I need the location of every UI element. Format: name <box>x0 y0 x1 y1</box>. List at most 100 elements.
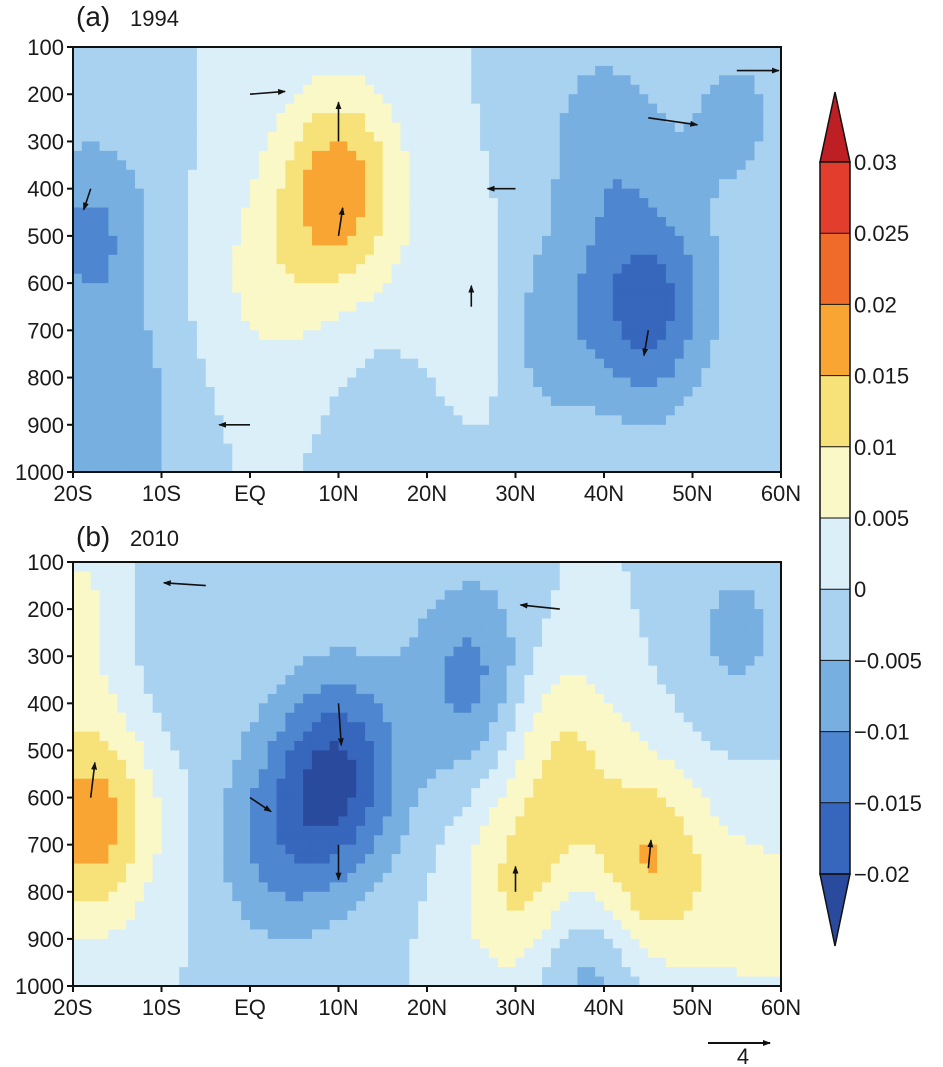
field-cell <box>754 349 764 360</box>
field-cell <box>161 349 171 360</box>
field-cell <box>727 562 738 573</box>
field-cell <box>373 217 384 228</box>
field-cell <box>373 339 384 350</box>
field-cell <box>480 226 490 237</box>
field-cell <box>188 226 198 237</box>
field-cell <box>99 562 109 573</box>
field-cell <box>232 292 242 303</box>
field-cell <box>90 160 101 171</box>
field-cell <box>657 207 667 218</box>
field-cell <box>497 264 508 275</box>
field-cell <box>418 665 428 676</box>
field-cell <box>515 462 525 472</box>
field-cell <box>418 94 428 105</box>
field-cell <box>568 590 579 601</box>
field-cell <box>303 235 313 246</box>
field-cell <box>134 387 145 398</box>
field-cell <box>347 637 357 648</box>
field-cell <box>488 188 499 199</box>
field-cell <box>471 198 481 209</box>
field-cell <box>338 179 348 190</box>
field-cell <box>152 415 163 426</box>
field-cell <box>329 217 340 228</box>
field-cell <box>347 47 357 58</box>
field-cell <box>497 84 508 95</box>
field-cell <box>657 179 667 190</box>
field-cell <box>506 198 517 209</box>
field-cell <box>701 198 711 209</box>
field-cell <box>648 84 658 95</box>
field-cell <box>550 443 561 454</box>
field-cell <box>559 656 570 667</box>
field-cell <box>365 122 375 133</box>
field-cell <box>727 47 738 58</box>
field-cell <box>320 453 331 464</box>
field-cell <box>745 235 756 246</box>
field-cell <box>276 693 286 704</box>
field-cell <box>586 94 596 105</box>
field-cell <box>73 103 83 114</box>
field-cell <box>577 198 587 209</box>
field-cell <box>435 415 446 426</box>
field-cell <box>692 703 702 714</box>
field-cell <box>550 665 561 676</box>
field-cell <box>400 122 410 133</box>
field-cell <box>232 693 242 704</box>
field-cell <box>196 245 207 256</box>
field-cell <box>188 330 198 341</box>
field-cell <box>143 311 154 322</box>
field-cell <box>480 443 490 454</box>
field-cell <box>621 453 632 464</box>
field-cell <box>241 703 251 714</box>
field-cell <box>347 273 357 284</box>
field-cell <box>692 599 702 610</box>
field-cell <box>303 453 313 464</box>
field-cell <box>657 160 667 171</box>
field-cell <box>745 580 756 591</box>
field-cell <box>179 562 189 573</box>
field-cell <box>338 349 348 360</box>
field-cell <box>568 188 579 199</box>
field-cell <box>205 693 216 704</box>
field-cell <box>400 302 410 313</box>
field-cell <box>391 693 402 704</box>
field-cell <box>462 712 472 723</box>
field-cell <box>586 132 596 143</box>
field-cell <box>772 693 781 704</box>
field-cell <box>108 245 118 256</box>
field-cell <box>276 113 286 124</box>
field-cell <box>763 462 773 472</box>
field-cell <box>515 665 525 676</box>
field-cell <box>727 302 738 313</box>
field-cell <box>205 462 216 472</box>
field-cell <box>258 358 269 369</box>
field-cell <box>179 179 189 190</box>
field-cell <box>418 75 428 86</box>
field-cell <box>99 56 109 67</box>
field-cell <box>665 94 676 105</box>
field-cell <box>409 47 419 58</box>
field-cell <box>73 226 83 237</box>
field-cell <box>550 637 561 648</box>
field-cell <box>347 571 357 582</box>
field-cell <box>542 141 552 152</box>
field-cell <box>435 122 446 133</box>
field-cell <box>276 75 286 86</box>
field-cell <box>621 684 632 695</box>
field-cell <box>170 434 180 445</box>
field-cell <box>497 580 508 591</box>
field-cell <box>515 302 525 313</box>
field-cell <box>772 405 781 416</box>
field-cell <box>515 254 525 265</box>
field-cell <box>241 188 251 199</box>
field-cell <box>471 150 481 161</box>
field-cell <box>462 693 472 704</box>
field-cell <box>267 84 278 95</box>
field-cell <box>311 47 322 58</box>
field-cell <box>294 424 304 435</box>
field-cell <box>170 198 180 209</box>
field-cell <box>657 103 667 114</box>
field-cell <box>276 56 286 67</box>
field-cell <box>559 571 570 582</box>
field-cell <box>427 273 437 284</box>
